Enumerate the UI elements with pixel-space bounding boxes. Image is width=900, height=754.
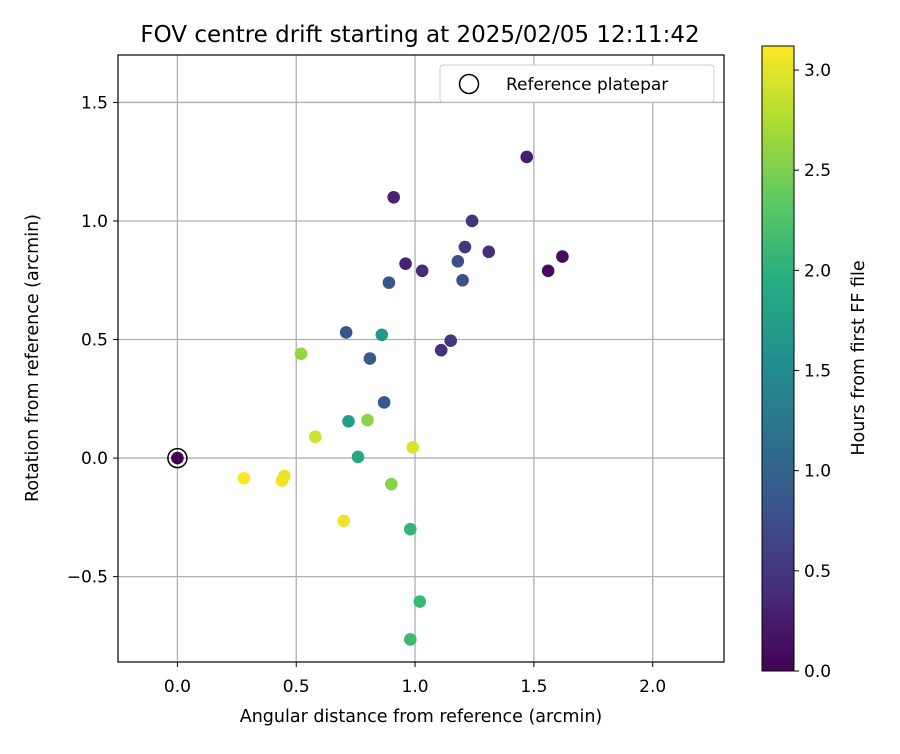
data-point <box>337 514 351 528</box>
y-tick-label: 1.0 <box>81 212 108 232</box>
data-point <box>482 245 496 259</box>
data-point <box>556 250 569 263</box>
data-point <box>458 240 472 254</box>
colorbar-tick-label: 0.0 <box>804 662 831 682</box>
data-point <box>520 150 534 164</box>
y-tick-label: 1.5 <box>81 93 108 113</box>
x-axis-label: Angular distance from reference (arcmin) <box>240 707 603 727</box>
data-point <box>456 273 469 287</box>
data-point <box>404 522 417 536</box>
chart-title: FOV centre drift starting at 2025/02/05 … <box>140 22 699 48</box>
legend-label: Reference platepar <box>506 75 668 95</box>
data-point <box>465 214 479 228</box>
y-tick-label: 0.5 <box>81 331 108 351</box>
colorbar-tick-label: 2.0 <box>804 261 831 281</box>
data-point <box>171 451 184 465</box>
data-point <box>382 276 396 289</box>
reference-marker <box>167 447 188 469</box>
data-point <box>339 326 353 339</box>
data-point <box>451 254 465 268</box>
data-point <box>415 264 429 278</box>
legend: Reference platepar <box>439 64 715 103</box>
data-point <box>351 450 365 464</box>
x-tick-label: 0.0 <box>164 677 191 697</box>
data-point <box>361 413 374 427</box>
data-point <box>275 474 289 487</box>
data-point <box>342 415 355 428</box>
data-point <box>404 633 417 646</box>
x-tick-label: 1.5 <box>520 677 547 697</box>
data-point <box>237 471 251 485</box>
data-point <box>294 347 308 361</box>
y-axis-label: Rotation from reference (arcmin) <box>23 214 43 502</box>
data-point <box>387 190 400 204</box>
data-point <box>375 328 389 342</box>
x-tick-label: 1.0 <box>402 677 429 697</box>
legend-reference-marker <box>458 73 480 95</box>
x-axis-ticks: 0.0 0.5 1.0 1.5 2.0 <box>164 662 666 697</box>
grid-lines <box>118 55 724 662</box>
data-point <box>384 477 398 491</box>
x-tick-label: 2.0 <box>639 677 666 697</box>
x-tick-label: 0.5 <box>283 677 310 697</box>
colorbar-ticks: 0.0 0.5 1.0 1.5 2.0 2.5 3.0 <box>794 61 831 682</box>
plot-frame <box>117 54 725 663</box>
data-point <box>363 352 377 365</box>
colorbar-tick-label: 0.5 <box>804 562 831 582</box>
data-point <box>308 430 322 444</box>
y-tick-label: 0.0 <box>81 449 108 469</box>
colorbar-tick-label: 3.0 <box>804 61 831 81</box>
colorbar-tick-label: 1.0 <box>804 462 831 482</box>
colorbar <box>761 45 795 672</box>
colorbar-tick-label: 2.5 <box>804 161 831 181</box>
colorbar-label: Hours from first FF file <box>849 260 869 455</box>
data-point <box>541 264 555 278</box>
data-point <box>434 343 448 357</box>
legend-box <box>439 64 715 103</box>
colorbar-tick-label: 1.5 <box>804 362 831 382</box>
y-tick-label: −0.5 <box>67 568 108 588</box>
y-axis-ticks: −0.5 0.0 0.5 1.0 1.5 <box>67 93 118 588</box>
data-point <box>399 257 412 270</box>
data-points <box>167 150 569 646</box>
data-point <box>406 441 419 454</box>
data-point <box>444 334 458 348</box>
data-point <box>377 396 391 409</box>
data-point <box>413 595 427 608</box>
